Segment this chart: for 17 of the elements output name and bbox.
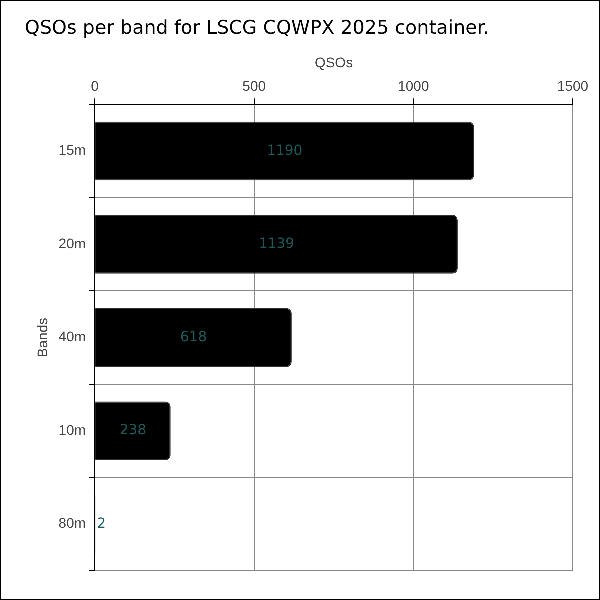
- y-axis-title: Bands: [34, 318, 50, 358]
- y-tick-label: 80m: [58, 515, 86, 532]
- data-label: 1190: [267, 142, 303, 159]
- y-tick-label: 40m: [58, 328, 86, 345]
- data-label: 2: [97, 516, 106, 532]
- y-tick-label: 20m: [58, 235, 86, 252]
- x-tick-label: 1000: [398, 78, 430, 94]
- x-axis-title: QSOs: [314, 54, 354, 70]
- y-tick-label: 10m: [58, 422, 86, 438]
- x-tick-label: 1500: [557, 78, 589, 94]
- x-tick-label: 0: [91, 78, 100, 94]
- y-tick-label: 15m: [58, 142, 86, 158]
- data-label: 618: [180, 329, 208, 346]
- data-label: 238: [120, 422, 147, 439]
- x-tick-label: 500: [242, 78, 266, 94]
- data-label: 1139: [258, 236, 295, 252]
- chart-title: QSOs per band for LSCG CQWPX 2025 container.: [25, 17, 490, 39]
